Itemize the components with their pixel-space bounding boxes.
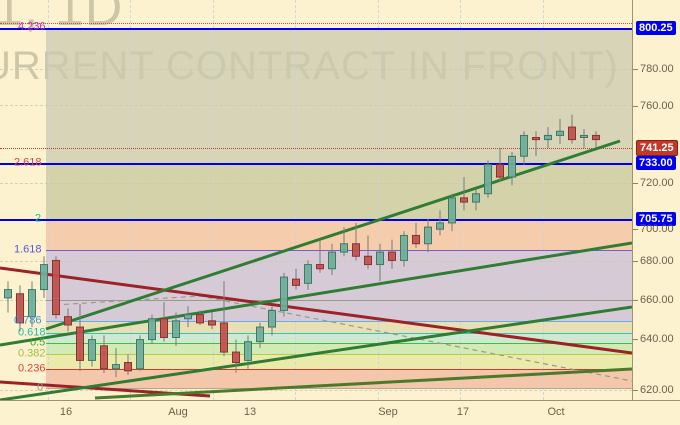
fib-label-0236: 0.236: [18, 362, 46, 375]
zone-band-mint: [46, 333, 632, 343]
candlestick-series: [4, 114, 600, 378]
price-tick: 780.00: [633, 63, 674, 75]
time-tick: Aug: [168, 406, 188, 418]
fib-label-2618: 2.618: [14, 156, 42, 169]
fib-line-4236: [0, 23, 632, 24]
grid-line-v: [213, 0, 215, 400]
trendline-green-2: [0, 241, 632, 347]
overlay-drawings: [0, 114, 632, 400]
grid-line-v: [48, 0, 50, 400]
fib-label-0382: 0.382: [18, 347, 46, 360]
trendline-green-main: [45, 139, 621, 331]
price-tick: 700.00: [633, 223, 674, 235]
trendline-red-descending: [0, 266, 632, 355]
price-badge-alert[interactable]: 733.00: [636, 156, 676, 170]
price-tick: 640.00: [633, 333, 674, 345]
grid-line-v: [295, 0, 297, 400]
time-axis[interactable]: 16 Aug 13 Sep 17 Oct: [0, 400, 680, 425]
time-tick: Oct: [547, 406, 565, 418]
zone-band-green: [46, 343, 632, 354]
grid-line-v: [543, 0, 545, 400]
time-tick: 16: [59, 406, 73, 418]
zone-band-olive-2: [46, 163, 632, 219]
zone-band-upper-olive: [46, 28, 632, 163]
price-axis[interactable]: 800.25 780.00 760.00 741.25 733.00 720.0…: [632, 0, 680, 400]
time-tick: Sep: [378, 406, 398, 418]
fib-line-05: [46, 343, 632, 344]
fib-line-0382: [46, 354, 632, 355]
fib-label-2: 2: [35, 212, 42, 225]
price-tick: 620.00: [633, 384, 674, 396]
price-tick: 760.00: [633, 100, 674, 112]
price-badge-alert[interactable]: 705.75: [636, 212, 676, 226]
grid-line-v: [130, 0, 132, 400]
fib-label-0: 0: [37, 381, 44, 394]
zone-band-yellow: [46, 354, 632, 369]
grid-line-h: [0, 69, 632, 71]
price-badge-last[interactable]: 741.25: [636, 140, 678, 156]
zone-band-peach: [46, 369, 632, 388]
price-tick: 720.00: [633, 177, 674, 189]
time-tick: 17: [456, 406, 470, 418]
price-badge-alert[interactable]: 800.25: [636, 21, 676, 35]
time-tick: 13: [243, 406, 257, 418]
fib-label-05: 0.5: [30, 336, 46, 349]
fib-line-0236: [46, 369, 632, 370]
price-tick: 680.00: [633, 255, 674, 267]
trendline-green-bottom: [94, 367, 632, 400]
last-price-line: [0, 148, 632, 149]
grid-line-h: [0, 183, 632, 185]
grid-line-h: [0, 261, 632, 263]
alert-line-705[interactable]: [0, 219, 632, 221]
trendline-green-3: [0, 305, 632, 400]
alert-line-800[interactable]: [0, 28, 632, 30]
fib-label-0786: 0.786: [14, 314, 42, 327]
grid-line-h: [0, 105, 632, 107]
fib-line-0: [46, 388, 632, 389]
alert-line-733[interactable]: [0, 163, 632, 165]
plot-area[interactable]: 1, 1D URRENT CONTRACT IN FRONT): [0, 0, 632, 400]
grid-line-h: [0, 390, 632, 392]
fib-line-1618: [46, 250, 632, 251]
fib-label-1618: 1.618: [14, 243, 42, 256]
fib-label-0618: 0.618: [18, 326, 46, 339]
fib-line-gray-mid: [46, 300, 632, 301]
fib-label-4236: 4.236: [18, 20, 46, 33]
fib-line-0786: [46, 321, 632, 322]
fib-line-0618: [46, 333, 632, 334]
price-tick: 660.00: [633, 294, 674, 306]
grid-line-v: [378, 0, 380, 400]
